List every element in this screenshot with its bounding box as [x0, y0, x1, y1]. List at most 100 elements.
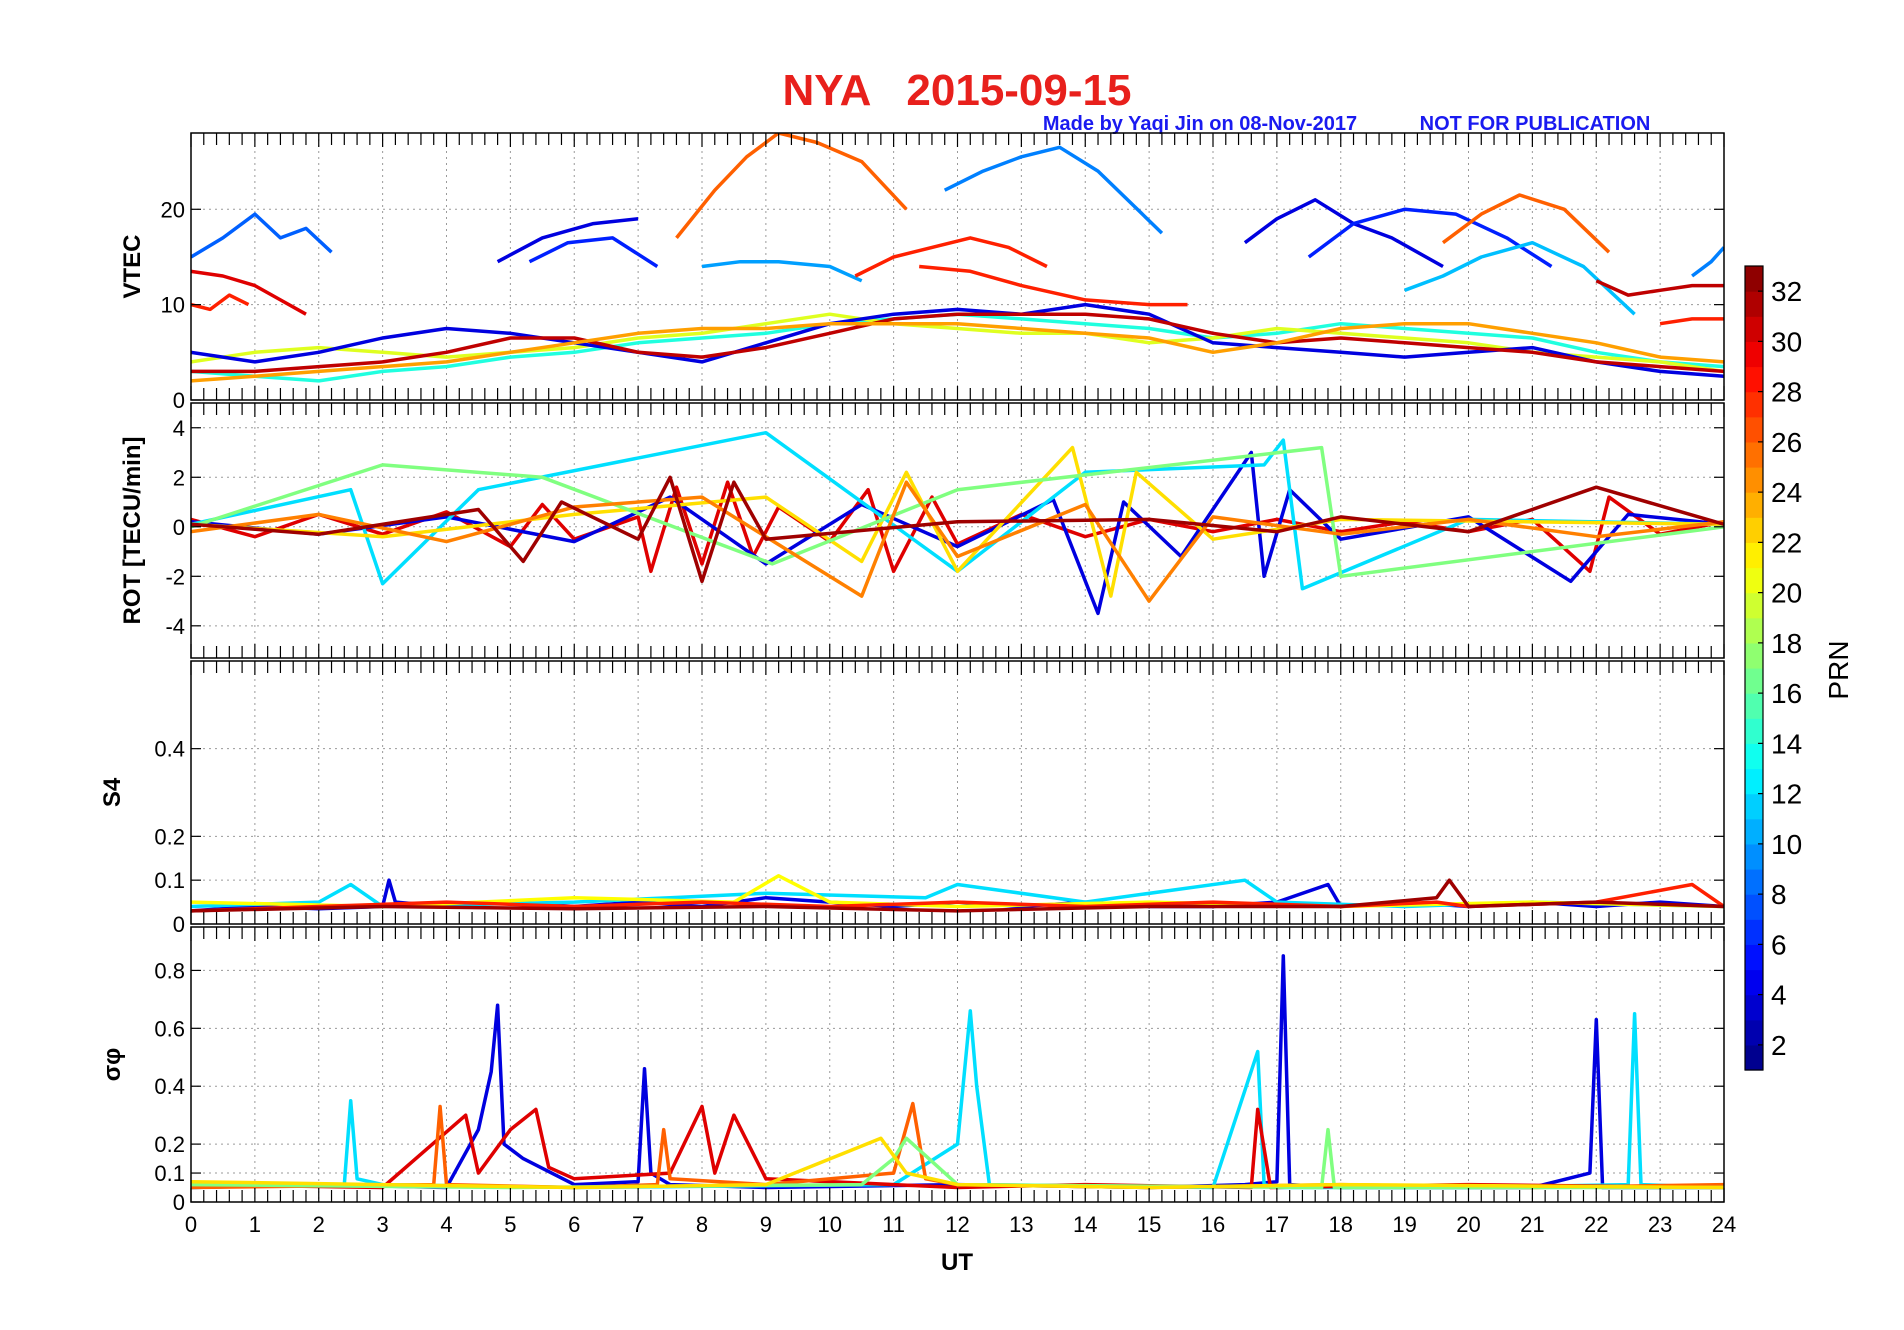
- series-line-prn-28: [854, 236, 1048, 278]
- colorbar-cell: [1745, 592, 1763, 619]
- x-tick-label: 4: [440, 1212, 452, 1237]
- colorbar-cell: [1745, 567, 1763, 594]
- y-tick-label: -2: [165, 564, 185, 589]
- y-tick-label: 0.2: [154, 1132, 185, 1157]
- colorbar-tick-label: 10: [1771, 829, 1802, 860]
- colorbar-cell: [1745, 818, 1763, 845]
- colorbar-tick-label: 24: [1771, 477, 1802, 508]
- colorbar-cell: [1745, 1044, 1763, 1071]
- x-ticks-vtec: [190, 133, 1725, 400]
- series-line-prn-31: [1595, 279, 1724, 297]
- x-tick-label: 21: [1520, 1212, 1544, 1237]
- y-axis-label-rot: ROT [TECU/min]: [119, 437, 146, 625]
- y-tick-label: 0.2: [154, 824, 185, 849]
- x-axis-label: UT: [941, 1249, 973, 1276]
- panel-frame-sigma: [190, 926, 1725, 1203]
- x-tick-label: 14: [1073, 1212, 1097, 1237]
- x-tick-label: 19: [1392, 1212, 1416, 1237]
- colorbar-cell: [1745, 843, 1763, 870]
- series-line-prn-25: [191, 480, 1724, 603]
- series-line-prn-4: [1243, 198, 1444, 269]
- x-tick-label: 7: [632, 1212, 644, 1237]
- series-line-prn-22: [191, 445, 1724, 598]
- x-tick-label: 3: [377, 1212, 389, 1237]
- colorbar-cell: [1745, 416, 1763, 443]
- x-tick-label: 1: [249, 1212, 261, 1237]
- colorbar-tick-label: 16: [1771, 678, 1802, 709]
- x-ticks-rot: [190, 403, 1725, 658]
- panel-s4: 0 0.1 0.2 0.4 S4: [99, 660, 1725, 937]
- y-tick-label: 0.1: [154, 868, 185, 893]
- y-tick-label: 0.4: [154, 1074, 185, 1099]
- colorbar-tick-label: 32: [1771, 276, 1802, 307]
- colorbar-cell: [1745, 743, 1763, 770]
- x-tick-label: 11: [882, 1212, 905, 1237]
- x-tick-label: 8: [696, 1212, 708, 1237]
- series-line-prn-32: [191, 475, 1724, 584]
- y-tick-label: 2: [173, 465, 185, 490]
- y-tick-label: 0: [173, 515, 185, 540]
- grid-s4: [191, 661, 1724, 924]
- colorbar-tick-label: 8: [1771, 879, 1787, 910]
- colorbar-cell: [1745, 492, 1763, 518]
- x-tick-label: 16: [1201, 1212, 1225, 1237]
- colorbar-tick-label: 18: [1771, 628, 1802, 659]
- colorbar-cell: [1745, 944, 1763, 971]
- x-ticks-sigma: [190, 927, 1725, 1202]
- colorbar-cell: [1745, 316, 1763, 342]
- y-tick-label: 0.6: [154, 1016, 185, 1041]
- y-axis-label-sigma: σφ: [99, 1048, 126, 1082]
- series-line-prn-9: [943, 145, 1164, 235]
- series-line-prn-17: [191, 445, 1724, 579]
- x-tick-label: 9: [760, 1212, 772, 1237]
- colorbar-cell: [1745, 693, 1763, 719]
- colorbar-cell: [1745, 994, 1763, 1021]
- credit-text: Made by Yaqi Jin on 08-Nov-2017: [1043, 113, 1357, 135]
- colorbar-tick-label: 20: [1771, 578, 1802, 609]
- series-line-prn-26: [675, 133, 908, 239]
- colorbar-cell: [1745, 366, 1763, 393]
- series-line-prn-8: [191, 212, 333, 259]
- colorbar-tick-label: 14: [1771, 728, 1802, 759]
- series-line-prn-10: [701, 259, 863, 283]
- y-tick-label: 20: [161, 197, 185, 222]
- series-line-prn-4: [496, 217, 639, 264]
- series-line-prn-28: [919, 264, 1188, 307]
- x-tick-label: 17: [1265, 1212, 1289, 1237]
- y-tick-label: 0: [173, 388, 185, 413]
- y-tick-label: 0.8: [154, 958, 185, 983]
- x-tick-label: 6: [568, 1212, 580, 1237]
- series-line-prn-31: [191, 312, 1724, 374]
- colorbar-cell: [1745, 894, 1763, 920]
- colorbar-cell: [1745, 517, 1763, 543]
- series-group-vtec: [191, 133, 1724, 383]
- colorbar-cell: [1745, 291, 1763, 317]
- x-tick-label: 10: [818, 1212, 842, 1237]
- colorbar-tick-label: 30: [1771, 326, 1802, 357]
- y-tick-label: 0: [173, 912, 185, 937]
- colorbar-cell: [1745, 668, 1763, 694]
- series-line-prn-11: [1403, 240, 1636, 316]
- series-line-prn-28: [1659, 317, 1724, 326]
- colorbar-cell: [1745, 266, 1763, 292]
- series-line-prn-24: [191, 321, 1724, 383]
- x-tick-label: 5: [504, 1212, 516, 1237]
- y-tick-label: 0: [173, 1190, 185, 1215]
- notice-text: NOT FOR PUBLICATION: [1420, 113, 1651, 135]
- y-tick-label: 4: [173, 416, 185, 441]
- colorbar-cell: [1745, 441, 1763, 468]
- x-ticks-s4: [190, 661, 1725, 924]
- figure-title: NYA 2015-09-15: [783, 66, 1132, 115]
- series-line-prn-20: [191, 312, 1724, 374]
- colorbar-cell: [1745, 341, 1763, 368]
- colorbar-tick-label: 12: [1771, 779, 1802, 810]
- y-tick-label: 0.4: [154, 737, 185, 762]
- x-tick-label: 15: [1137, 1212, 1161, 1237]
- colorbar-tick-label: 28: [1771, 377, 1802, 408]
- y-tick-label: 0.1: [154, 1161, 185, 1186]
- series-line-prn-32: [191, 878, 1724, 913]
- colorbar-tick-label: 2: [1771, 1030, 1787, 1061]
